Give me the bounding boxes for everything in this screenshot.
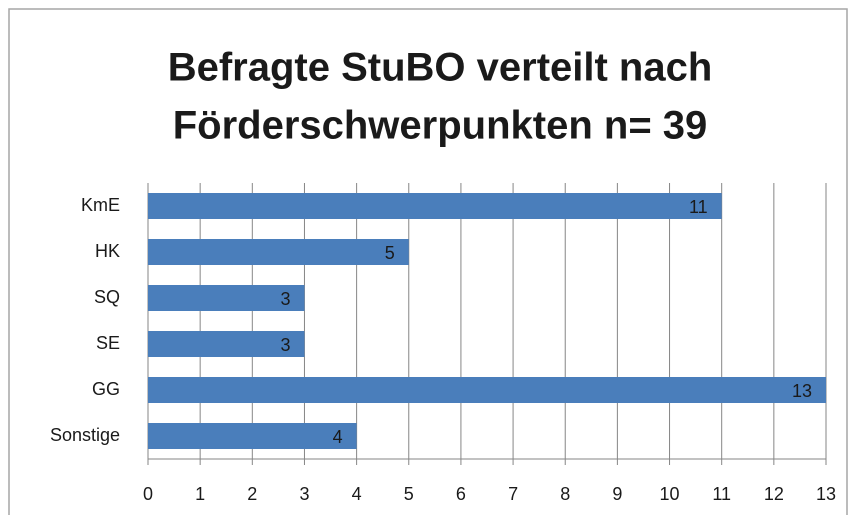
x-tick-label: 3 <box>299 484 309 504</box>
chart-title: Befragte StuBO verteilt nach <box>168 46 713 90</box>
y-tick-label: Sonstige <box>50 425 120 445</box>
data-label: 3 <box>280 335 290 355</box>
bar <box>148 285 305 311</box>
x-tick-label: 10 <box>660 484 680 504</box>
data-label: 3 <box>280 289 290 309</box>
x-tick-label: 2 <box>247 484 257 504</box>
chart-title: Förderschwerpunkten n= 39 <box>173 104 708 148</box>
y-tick-label: SQ <box>94 287 120 307</box>
x-tick-label: 1 <box>195 484 205 504</box>
x-tick-label: 12 <box>764 484 784 504</box>
x-tick-label: 9 <box>612 484 622 504</box>
x-tick-label: 0 <box>143 484 153 504</box>
y-tick-label: KmE <box>81 195 120 215</box>
x-tick-label: 13 <box>816 484 836 504</box>
x-tick-label: 6 <box>456 484 466 504</box>
data-label: 11 <box>689 197 708 217</box>
x-tick-label: 7 <box>508 484 518 504</box>
y-tick-label: HK <box>95 241 120 261</box>
x-tick-label: 11 <box>712 484 731 504</box>
x-tick-label: 5 <box>404 484 414 504</box>
bar <box>148 377 826 403</box>
data-label: 13 <box>792 381 812 401</box>
y-tick-label: SE <box>96 333 120 353</box>
bar <box>148 193 722 219</box>
x-tick-label: 8 <box>560 484 570 504</box>
bar <box>148 331 305 357</box>
data-label: 5 <box>385 243 395 263</box>
data-label: 4 <box>333 427 343 447</box>
x-tick-label: 4 <box>352 484 362 504</box>
bar <box>148 423 357 449</box>
y-tick-label: GG <box>92 379 120 399</box>
bar <box>148 239 409 265</box>
